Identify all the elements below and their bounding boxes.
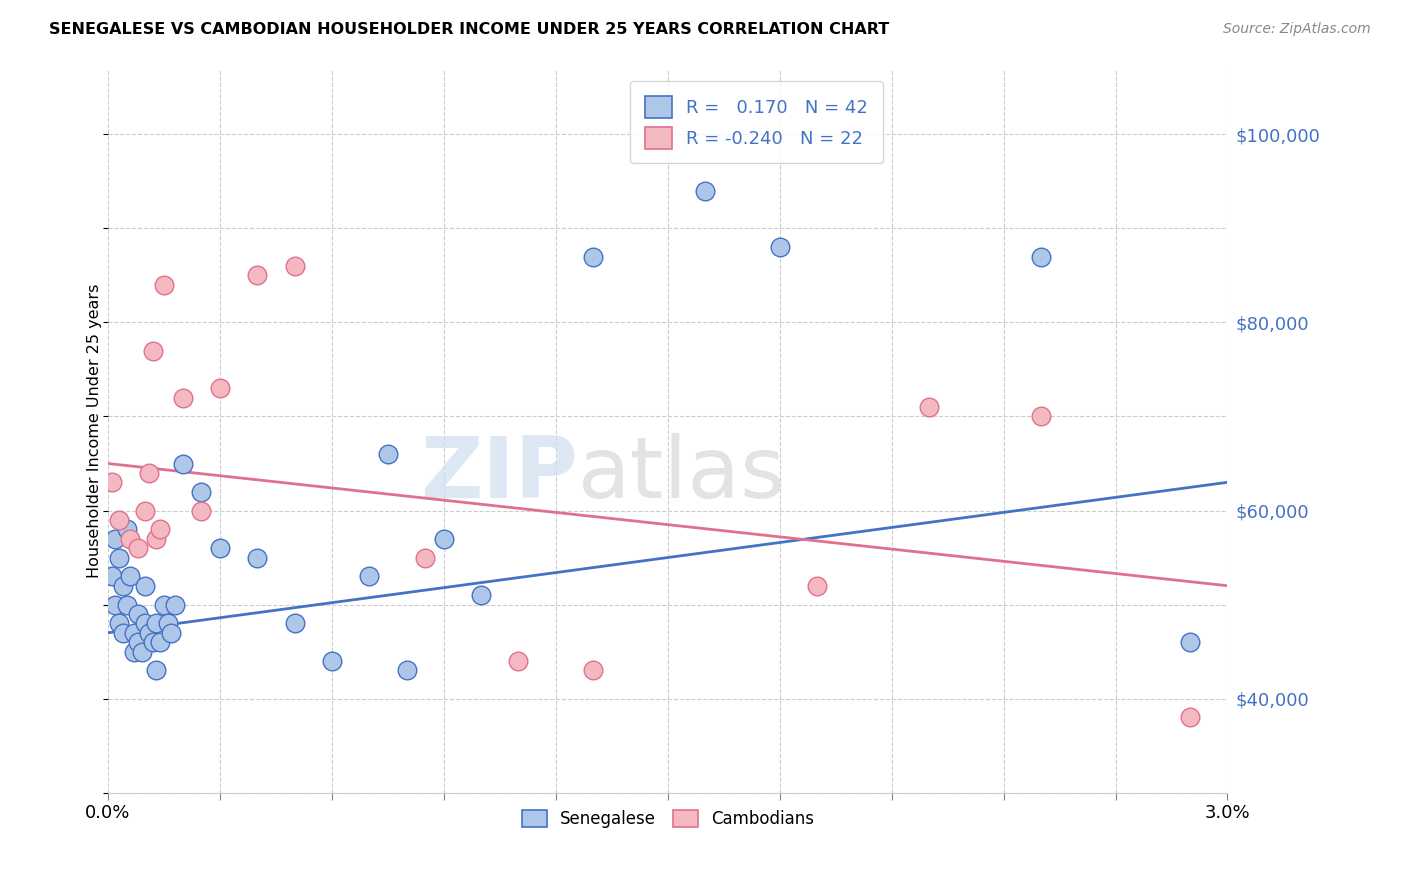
- Point: [433, 532, 456, 546]
- Point: [134, 616, 156, 631]
- Point: [108, 550, 131, 565]
- Point: [582, 250, 605, 264]
- Point: [153, 598, 176, 612]
- Point: [208, 381, 231, 395]
- Point: [160, 625, 183, 640]
- Point: [122, 625, 145, 640]
- Point: [321, 654, 343, 668]
- Point: [208, 541, 231, 556]
- Point: [104, 598, 127, 612]
- Point: [165, 598, 187, 612]
- Point: [138, 625, 160, 640]
- Point: [156, 616, 179, 631]
- Point: [806, 579, 828, 593]
- Point: [284, 616, 307, 631]
- Point: [127, 635, 149, 649]
- Point: [134, 579, 156, 593]
- Point: [100, 475, 122, 490]
- Point: [120, 569, 142, 583]
- Point: [153, 277, 176, 292]
- Text: Source: ZipAtlas.com: Source: ZipAtlas.com: [1223, 22, 1371, 37]
- Point: [508, 654, 530, 668]
- Point: [190, 484, 212, 499]
- Point: [149, 635, 172, 649]
- Text: ZIP: ZIP: [420, 433, 578, 516]
- Y-axis label: Householder Income Under 25 years: Householder Income Under 25 years: [87, 284, 103, 578]
- Point: [138, 466, 160, 480]
- Point: [918, 400, 941, 414]
- Point: [1029, 409, 1052, 424]
- Point: [145, 616, 167, 631]
- Point: [284, 259, 307, 273]
- Point: [142, 635, 165, 649]
- Point: [1029, 250, 1052, 264]
- Point: [395, 664, 418, 678]
- Point: [108, 513, 131, 527]
- Point: [111, 579, 134, 593]
- Point: [246, 268, 269, 283]
- Point: [145, 664, 167, 678]
- Point: [769, 240, 792, 254]
- Point: [693, 184, 716, 198]
- Point: [131, 644, 153, 658]
- Point: [127, 607, 149, 621]
- Point: [149, 522, 172, 536]
- Point: [142, 343, 165, 358]
- Point: [108, 616, 131, 631]
- Point: [115, 598, 138, 612]
- Point: [172, 457, 194, 471]
- Legend: Senegalese, Cambodians: Senegalese, Cambodians: [515, 804, 821, 835]
- Point: [115, 522, 138, 536]
- Text: atlas: atlas: [578, 433, 786, 516]
- Point: [145, 532, 167, 546]
- Text: SENEGALESE VS CAMBODIAN HOUSEHOLDER INCOME UNDER 25 YEARS CORRELATION CHART: SENEGALESE VS CAMBODIAN HOUSEHOLDER INCO…: [49, 22, 890, 37]
- Point: [413, 550, 436, 565]
- Point: [122, 644, 145, 658]
- Point: [172, 391, 194, 405]
- Point: [377, 447, 399, 461]
- Point: [1178, 635, 1201, 649]
- Point: [582, 664, 605, 678]
- Point: [359, 569, 381, 583]
- Point: [190, 503, 212, 517]
- Point: [120, 532, 142, 546]
- Point: [470, 588, 492, 602]
- Point: [1178, 710, 1201, 724]
- Point: [246, 550, 269, 565]
- Point: [104, 532, 127, 546]
- Point: [111, 625, 134, 640]
- Point: [134, 503, 156, 517]
- Point: [127, 541, 149, 556]
- Point: [100, 569, 122, 583]
